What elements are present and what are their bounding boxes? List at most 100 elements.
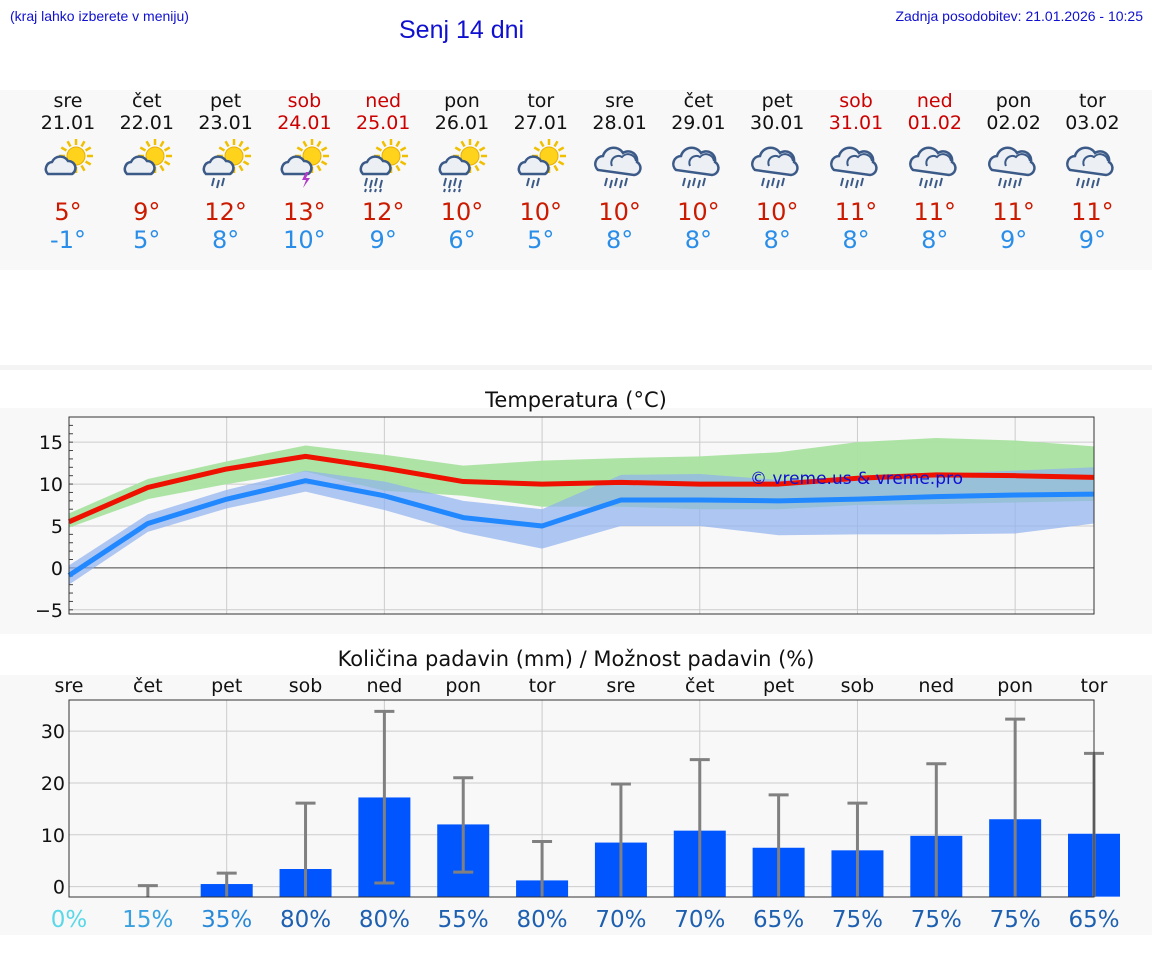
category-label: sob bbox=[841, 675, 875, 697]
min-temperature: 8° bbox=[921, 226, 949, 254]
precipitation-probability: 15% bbox=[122, 907, 173, 933]
category-label: ned bbox=[918, 675, 954, 697]
y-tick-label: 10 bbox=[41, 825, 65, 847]
max-temperature: 10° bbox=[598, 198, 641, 226]
precipitation-probability: 55% bbox=[438, 907, 489, 933]
min-temperature: -1° bbox=[50, 226, 86, 254]
min-temperature: 9° bbox=[369, 226, 397, 254]
max-temperature: 12° bbox=[361, 198, 405, 226]
precipitation-probability: 65% bbox=[753, 907, 804, 933]
precipitation-probability: 65% bbox=[1068, 907, 1119, 933]
sun-cloud-icon bbox=[38, 136, 98, 196]
plot-frame bbox=[68, 416, 1095, 615]
min-temperature: 8° bbox=[605, 226, 634, 254]
category-label: čet bbox=[685, 675, 715, 697]
max-temperature: 11° bbox=[834, 198, 878, 226]
category-label: ned bbox=[366, 675, 402, 697]
separator bbox=[0, 365, 1152, 370]
precipitation-probability: 75% bbox=[911, 907, 962, 933]
min-temperature: 10° bbox=[283, 226, 326, 254]
min-temperature: 9° bbox=[1078, 226, 1107, 254]
y-tick-label: 15 bbox=[39, 432, 63, 454]
max-temperature: 11° bbox=[992, 198, 1035, 226]
max-temperature: 9° bbox=[133, 198, 161, 226]
day-date: 26.01 bbox=[434, 112, 490, 134]
sun-cloud-icon bbox=[117, 136, 177, 196]
y-tick-label: 0 bbox=[51, 558, 63, 580]
cloud-rain-icon bbox=[1062, 136, 1122, 196]
category-label: sob bbox=[289, 675, 323, 697]
min-temperature: 5° bbox=[133, 226, 161, 254]
day-date: 31.01 bbox=[828, 112, 884, 134]
watermark: © vreme.us & vreme.pro bbox=[750, 469, 963, 489]
day-name: pon bbox=[444, 90, 480, 112]
day-date: 24.01 bbox=[277, 112, 332, 134]
y-tick-label: 5 bbox=[51, 516, 63, 538]
day-name: sob bbox=[287, 90, 322, 112]
cloud-rain-icon bbox=[905, 136, 965, 196]
cloud-rain-icon bbox=[590, 136, 650, 196]
day-name: čet bbox=[132, 90, 162, 112]
precipitation-probability: 75% bbox=[832, 907, 883, 933]
last-updated: Zadnja posodobitev: 21.01.2026 - 10:25 bbox=[895, 8, 1143, 24]
max-temperature: 12° bbox=[204, 198, 247, 226]
cloud-rain-icon bbox=[826, 136, 886, 196]
sun-cloud-light-rain-icon bbox=[196, 136, 256, 196]
category-label: pet bbox=[763, 675, 794, 697]
min-temperature: 6° bbox=[448, 226, 476, 254]
min-temperature: 8° bbox=[842, 226, 870, 254]
max-temperature: 5° bbox=[54, 198, 82, 226]
category-label: tor bbox=[529, 675, 556, 697]
cloud-rain-icon bbox=[668, 136, 728, 196]
sun-cloud-rain-icon bbox=[432, 136, 492, 196]
sun-cloud-light-rain-icon bbox=[511, 136, 571, 196]
y-tick-label: 0 bbox=[53, 877, 65, 899]
precipitation-probability: 0% bbox=[51, 907, 88, 933]
temperature-chart: −5 0 5 10 15 © vreme.us & vreme.pro bbox=[35, 416, 1095, 622]
day-date: 30.01 bbox=[749, 112, 805, 134]
day-name: pet bbox=[761, 90, 793, 112]
max-temperature: 10° bbox=[440, 198, 484, 226]
category-label: sre bbox=[55, 675, 84, 697]
min-temperature: 5° bbox=[527, 226, 555, 254]
category-label: pon bbox=[997, 675, 1033, 697]
day-name: tor bbox=[527, 90, 555, 112]
y-tick-label: 30 bbox=[41, 721, 65, 743]
max-temperature: 10° bbox=[677, 198, 720, 226]
cloud-rain-icon bbox=[984, 136, 1044, 196]
location-menu-hint: (kraj lahko izberete v meniju) bbox=[10, 8, 189, 24]
precipitation-probability: 80% bbox=[359, 907, 410, 933]
max-temperature-line bbox=[68, 453, 1095, 525]
day-name: sre bbox=[605, 90, 635, 112]
category-label: sre bbox=[606, 675, 635, 697]
daily-forecast-panel bbox=[0, 90, 1152, 270]
max-temperature: 13° bbox=[283, 198, 326, 226]
category-label: pet bbox=[211, 675, 242, 697]
day-name: sob bbox=[839, 90, 873, 112]
category-label: čet bbox=[133, 675, 163, 697]
precipitation-probability: 75% bbox=[990, 907, 1041, 933]
day-name: pet bbox=[209, 90, 242, 112]
day-date: 29.01 bbox=[671, 112, 726, 134]
precipitation-chart: 0 10 20 30 sre čet pet sob ned pon tor sre čet pet sob… bbox=[41, 675, 1120, 933]
day-date: 22.01 bbox=[119, 112, 174, 134]
day-date: 25.01 bbox=[355, 112, 411, 134]
day-name: ned bbox=[365, 90, 402, 112]
day-date: 01.02 bbox=[907, 112, 962, 134]
min-temperature: 8° bbox=[684, 226, 713, 254]
min-temperature: 9° bbox=[999, 226, 1028, 254]
min-temperature-range bbox=[69, 467, 1094, 585]
precipitation-probability: 70% bbox=[674, 907, 725, 933]
sun-cloud-thunder-icon bbox=[274, 136, 334, 196]
day-name: čet bbox=[683, 90, 714, 112]
day-date: 23.01 bbox=[198, 112, 253, 134]
category-label: tor bbox=[1081, 675, 1108, 697]
category-label: pon bbox=[445, 675, 481, 697]
day-name: ned bbox=[916, 90, 953, 112]
y-tick-label: −5 bbox=[35, 600, 63, 622]
y-tick-label: 20 bbox=[41, 773, 65, 795]
precipitation-chart-title: Količina padavin (mm) / Možnost padavin … bbox=[337, 647, 815, 671]
day-date: 28.01 bbox=[592, 112, 647, 134]
max-temperature: 11° bbox=[1071, 198, 1114, 226]
min-temperature: 8° bbox=[763, 226, 791, 254]
